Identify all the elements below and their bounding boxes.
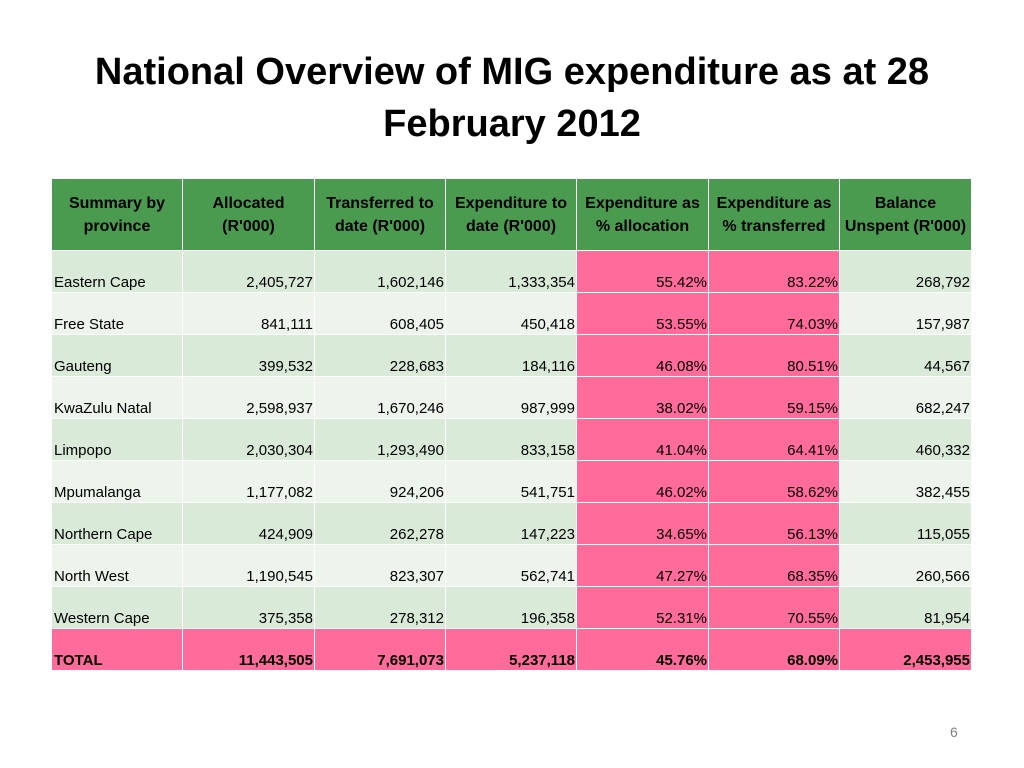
balance-cell: 260,566 xyxy=(839,544,972,587)
province-cell: Limpopo xyxy=(51,418,183,461)
expenditure-cell: 833,158 xyxy=(445,418,577,461)
expenditure-cell: 450,418 xyxy=(445,292,577,335)
transferred-cell: 262,278 xyxy=(314,502,446,545)
allocated-cell: 424,909 xyxy=(182,502,315,545)
total-label-cell: TOTAL xyxy=(51,628,183,671)
pct-allocation-cell: 34.65% xyxy=(576,502,709,545)
balance-cell: 81,954 xyxy=(839,586,972,629)
header-pct-transferred: Expenditure as % transferred xyxy=(708,178,840,251)
allocated-cell: 375,358 xyxy=(182,586,315,629)
pct-allocation-cell: 41.04% xyxy=(576,418,709,461)
page-number: 6 xyxy=(950,724,958,740)
transferred-cell: 1,293,490 xyxy=(314,418,446,461)
total-expenditure-cell: 5,237,118 xyxy=(445,628,577,671)
allocated-cell: 2,405,727 xyxy=(182,250,315,293)
expenditure-cell: 987,999 xyxy=(445,376,577,419)
pct-transferred-cell: 70.55% xyxy=(708,586,840,629)
total-pct-transferred-cell: 68.09% xyxy=(708,628,840,671)
header-row: Summary by province Allocated (R'000) Tr… xyxy=(51,178,972,251)
pct-transferred-cell: 64.41% xyxy=(708,418,840,461)
header-allocated: Allocated (R'000) xyxy=(182,178,315,251)
expenditure-cell: 184,116 xyxy=(445,334,577,377)
expenditure-cell: 147,223 xyxy=(445,502,577,545)
pct-allocation-cell: 55.42% xyxy=(576,250,709,293)
balance-cell: 682,247 xyxy=(839,376,972,419)
table-row: Northern Cape 424,909 262,278 147,223 34… xyxy=(51,502,972,545)
allocated-cell: 841,111 xyxy=(182,292,315,335)
pct-transferred-cell: 56.13% xyxy=(708,502,840,545)
header-pct-allocation: Expenditure as % allocation xyxy=(576,178,709,251)
header-balance-unspent: Balance Unspent (R'000) xyxy=(839,178,972,251)
province-cell: Mpumalanga xyxy=(51,460,183,503)
province-cell: Gauteng xyxy=(51,334,183,377)
transferred-cell: 1,602,146 xyxy=(314,250,446,293)
pct-transferred-cell: 58.62% xyxy=(708,460,840,503)
balance-cell: 115,055 xyxy=(839,502,972,545)
allocated-cell: 2,030,304 xyxy=(182,418,315,461)
allocated-cell: 1,190,545 xyxy=(182,544,315,587)
pct-transferred-cell: 68.35% xyxy=(708,544,840,587)
header-expenditure: Expenditure to date (R'000) xyxy=(445,178,577,251)
table-row: Free State 841,111 608,405 450,418 53.55… xyxy=(51,292,972,335)
total-balance-cell: 2,453,955 xyxy=(839,628,972,671)
pct-transferred-cell: 74.03% xyxy=(708,292,840,335)
pct-transferred-cell: 59.15% xyxy=(708,376,840,419)
province-cell: Western Cape xyxy=(51,586,183,629)
total-allocated-cell: 11,443,505 xyxy=(182,628,315,671)
allocated-cell: 1,177,082 xyxy=(182,460,315,503)
mig-expenditure-table: Summary by province Allocated (R'000) Tr… xyxy=(51,178,972,671)
transferred-cell: 228,683 xyxy=(314,334,446,377)
balance-cell: 382,455 xyxy=(839,460,972,503)
expenditure-cell: 541,751 xyxy=(445,460,577,503)
province-cell: Free State xyxy=(51,292,183,335)
header-transferred: Transferred to date (R'000) xyxy=(314,178,446,251)
balance-cell: 44,567 xyxy=(839,334,972,377)
balance-cell: 460,332 xyxy=(839,418,972,461)
table-row: Gauteng 399,532 228,683 184,116 46.08% 8… xyxy=(51,334,972,377)
pct-allocation-cell: 46.02% xyxy=(576,460,709,503)
province-cell: North West xyxy=(51,544,183,587)
slide-title: National Overview of MIG expenditure as … xyxy=(94,51,930,145)
balance-cell: 157,987 xyxy=(839,292,972,335)
table-row: Limpopo 2,030,304 1,293,490 833,158 41.0… xyxy=(51,418,972,461)
pct-transferred-cell: 80.51% xyxy=(708,334,840,377)
province-cell: Eastern Cape xyxy=(51,250,183,293)
pct-allocation-cell: 52.31% xyxy=(576,586,709,629)
transferred-cell: 924,206 xyxy=(314,460,446,503)
pct-allocation-cell: 38.02% xyxy=(576,376,709,419)
transferred-cell: 1,670,246 xyxy=(314,376,446,419)
transferred-cell: 608,405 xyxy=(314,292,446,335)
pct-allocation-cell: 46.08% xyxy=(576,334,709,377)
transferred-cell: 823,307 xyxy=(314,544,446,587)
header-province: Summary by province xyxy=(51,178,183,251)
table-row: Western Cape 375,358 278,312 196,358 52.… xyxy=(51,586,972,629)
province-cell: KwaZulu Natal xyxy=(51,376,183,419)
table-row: KwaZulu Natal 2,598,937 1,670,246 987,99… xyxy=(51,376,972,419)
total-transferred-cell: 7,691,073 xyxy=(314,628,446,671)
table-row: Eastern Cape 2,405,727 1,602,146 1,333,3… xyxy=(51,250,972,293)
table-row: North West 1,190,545 823,307 562,741 47.… xyxy=(51,544,972,587)
transferred-cell: 278,312 xyxy=(314,586,446,629)
province-cell: Northern Cape xyxy=(51,502,183,545)
total-pct-allocation-cell: 45.76% xyxy=(576,628,709,671)
expenditure-cell: 196,358 xyxy=(445,586,577,629)
expenditure-cell: 1,333,354 xyxy=(445,250,577,293)
balance-cell: 268,792 xyxy=(839,250,972,293)
pct-allocation-cell: 53.55% xyxy=(576,292,709,335)
total-row: TOTAL 11,443,505 7,691,073 5,237,118 45.… xyxy=(51,628,972,671)
expenditure-cell: 562,741 xyxy=(445,544,577,587)
pct-transferred-cell: 83.22% xyxy=(708,250,840,293)
allocated-cell: 2,598,937 xyxy=(182,376,315,419)
allocated-cell: 399,532 xyxy=(182,334,315,377)
pct-allocation-cell: 47.27% xyxy=(576,544,709,587)
table-row: Mpumalanga 1,177,082 924,206 541,751 46.… xyxy=(51,460,972,503)
